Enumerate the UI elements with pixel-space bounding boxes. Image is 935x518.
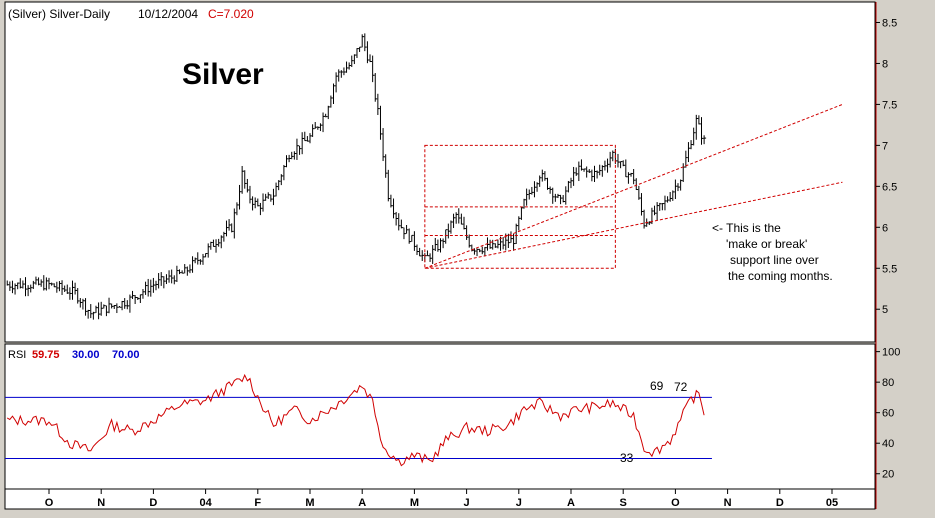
price-panel [4, 1, 876, 343]
price-tick-label: 5 [882, 304, 888, 316]
rsi-tick-label: 80 [882, 377, 894, 389]
rsi-label-72: 72 [674, 380, 688, 394]
x-tick-label: 04 [199, 497, 212, 509]
rsi-tick-label: 20 [882, 469, 894, 481]
price-tick-label: 8 [882, 58, 888, 70]
price-y-ticks: 8.5 8 7.5 7 6.5 6 5.5 5 [876, 17, 897, 316]
price-tick-label: 5.5 [882, 263, 897, 275]
header-close: C=7.020 [208, 7, 254, 21]
rsi-tick-label: 40 [882, 438, 894, 450]
x-tick-label: N [724, 497, 732, 509]
price-overlays [424, 103, 843, 269]
annotation-line-2: 'make or break' [726, 237, 807, 251]
rsi-label-69: 69 [650, 379, 664, 393]
annotation-line-3: support line over [730, 253, 819, 267]
trendline [424, 181, 843, 269]
price-tick-label: 8.5 [882, 17, 897, 29]
x-tick-label: M [305, 497, 314, 509]
x-tick-label: A [358, 497, 366, 509]
x-axis-ticks: O N D 04 F M A M J J A S O N D 05 [45, 489, 838, 509]
header-symbol: (Silver) Silver-Daily [8, 7, 110, 21]
rsi-tick-label: 100 [882, 347, 900, 359]
x-tick-label: D [149, 497, 157, 509]
x-tick-label: A [567, 497, 575, 509]
x-tick-label: 05 [826, 497, 838, 509]
x-tick-label: J [516, 497, 522, 509]
rsi-legend-high: 70.00 [112, 349, 140, 361]
x-tick-label: F [254, 497, 261, 509]
price-tick-label: 6.5 [882, 181, 897, 193]
rsi-panel [4, 343, 876, 490]
x-tick-label: S [620, 497, 627, 509]
price-tick-label: 6 [882, 222, 888, 234]
x-tick-label: O [45, 497, 54, 509]
x-tick-label: J [464, 497, 470, 509]
x-tick-label: N [97, 497, 105, 509]
rsi-legend-low: 30.00 [72, 349, 100, 361]
rsi-marks [5, 373, 712, 467]
rsi-line [6, 373, 705, 467]
header-date: 10/12/2004 [138, 7, 198, 21]
price-tick-label: 7 [882, 140, 888, 152]
price-tick-label: 7.5 [882, 99, 897, 111]
annotation-line-4: the coming months. [728, 269, 833, 283]
rsi-legend-label: RSI [8, 349, 26, 361]
price-marks [6, 33, 707, 320]
x-tick-label: D [776, 497, 784, 509]
annotation-line-1: <- This is the [712, 221, 781, 235]
x-axis-band [4, 488, 876, 510]
chart-title: Silver [182, 58, 264, 91]
x-tick-label: O [671, 497, 680, 509]
rsi-tick-label: 60 [882, 408, 894, 420]
rsi-legend-value: 59.75 [32, 349, 60, 361]
rsi-y-ticks: 100 80 60 40 20 [876, 347, 900, 481]
x-tick-label: M [410, 497, 419, 509]
